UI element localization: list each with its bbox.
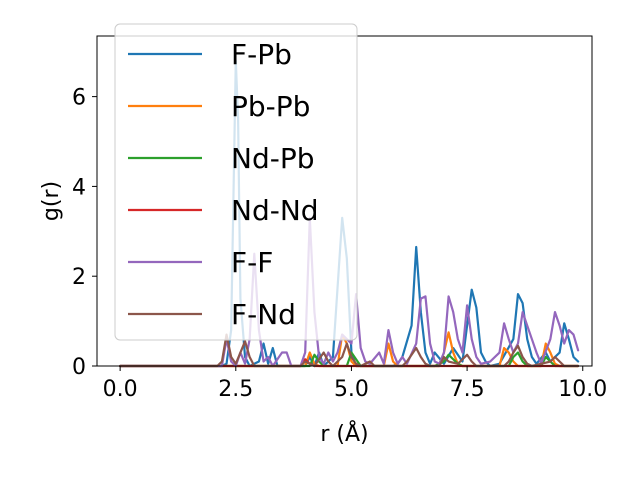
x-tick-label: 10.0 [558,377,607,402]
legend-item-f-pb: F-Pb [128,38,292,71]
legend-item-nd-nd: Nd-Nd [128,194,319,227]
legend-label: F-Nd [231,298,296,331]
legend: F-Pb Pb-Pb Nd-Pb Nd-Nd F-F F-Nd [114,23,358,341]
x-tick-label: 0.0 [103,377,138,402]
legend-item-f-f: F-F [128,246,273,279]
y-axis-ticks: 0 2 4 6 [72,86,97,380]
x-tick-label: 7.5 [450,377,485,402]
y-tick-label: 0 [72,355,86,380]
y-tick-label: 4 [72,175,86,200]
legend-label: F-F [231,246,273,279]
legend-label: F-Pb [231,38,292,71]
legend-item-pb-pb: Pb-Pb [128,90,310,123]
legend-label: Nd-Pb [231,142,314,175]
legend-label: Nd-Nd [231,194,319,227]
y-axis-title: g(r) [39,181,64,221]
legend-box [114,23,358,341]
x-tick-label: 5.0 [334,377,369,402]
series-line-f-pb [119,59,580,368]
x-axis-ticks: 0.0 2.5 5.0 7.5 10.0 [103,366,607,402]
legend-item-f-nd: F-Nd [128,298,296,331]
legend-item-nd-pb: Nd-Pb [128,142,314,175]
series-line-f-f [119,216,580,368]
x-axis-title: r (Å) [320,420,368,447]
x-tick-label: 2.5 [218,377,253,402]
y-tick-label: 2 [72,265,86,290]
legend-label: Pb-Pb [231,90,310,123]
y-tick-label: 6 [72,86,86,111]
